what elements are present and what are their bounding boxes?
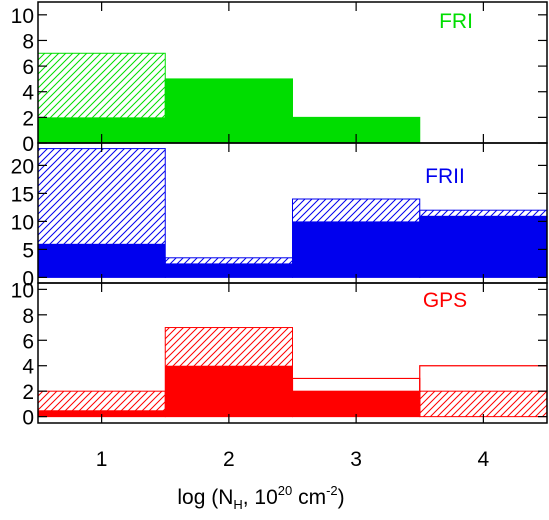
x-axis-title-sup2: -2 bbox=[326, 483, 338, 498]
y-tick-label-frii-10: 10 bbox=[11, 211, 34, 234]
x-axis-title-unit: cm bbox=[292, 486, 326, 509]
y-tick-label-frii-5: 5 bbox=[22, 239, 34, 262]
bar-gps-outline-4 bbox=[419, 365, 547, 417]
y-tick-label-fri-6: 6 bbox=[22, 56, 34, 79]
panel-fri-bars bbox=[38, 52, 421, 143]
panel-label-fri: FRI bbox=[439, 10, 473, 33]
y-tick-label-frii-20: 20 bbox=[11, 155, 34, 178]
y-tick-label-fri-8: 8 bbox=[22, 30, 34, 53]
x-tick-label-4: 4 bbox=[478, 448, 490, 471]
y-tick-label-fri-10: 10 bbox=[11, 5, 34, 28]
y-tick-label-gps-6: 6 bbox=[22, 330, 34, 353]
x-tick-label-3: 3 bbox=[350, 448, 362, 471]
bar-gps-solid-2 bbox=[165, 365, 293, 417]
y-tick-label-frii-15: 15 bbox=[11, 183, 34, 206]
bar-gps-solid-1 bbox=[38, 410, 166, 417]
y-tick-label-gps-4: 4 bbox=[22, 356, 34, 379]
x-axis-title-sub: H bbox=[233, 497, 242, 512]
x-tick-label-2: 2 bbox=[223, 448, 235, 471]
panel-label-gps: GPS bbox=[423, 289, 467, 312]
bar-gps-solid-3 bbox=[292, 391, 420, 417]
y-tick-label-fri-2: 2 bbox=[22, 107, 34, 130]
panel-gps-frame bbox=[37, 282, 548, 424]
x-axis-title-suffix: ) bbox=[338, 486, 345, 509]
x-axis-title-prefix: log (N bbox=[177, 486, 233, 509]
x-tick-label-1: 1 bbox=[96, 448, 108, 471]
panel-gps-bars bbox=[38, 327, 547, 418]
bar-frii-solid-3 bbox=[292, 221, 420, 278]
y-tick-label-gps-8: 8 bbox=[22, 305, 34, 328]
bar-fri-solid-2 bbox=[165, 78, 293, 143]
y-tick-label-gps-0: 0 bbox=[22, 407, 34, 430]
y-tick-label-gps-2: 2 bbox=[22, 381, 34, 404]
bar-frii-solid-2 bbox=[165, 263, 293, 278]
y-tick-label-gps-10: 10 bbox=[11, 279, 34, 302]
y-tick-label-fri-0: 0 bbox=[22, 133, 34, 156]
bar-gps-hatched-4 bbox=[419, 390, 547, 418]
x-axis-title-middle: , 10 bbox=[243, 486, 278, 509]
y-tick-label-fri-4: 4 bbox=[22, 82, 34, 105]
y-tick-label-frii-0: 0 bbox=[22, 267, 34, 290]
bar-frii-solid-4 bbox=[419, 215, 547, 278]
bar-frii-solid-1 bbox=[38, 243, 166, 278]
panel-frii-bars bbox=[38, 148, 547, 278]
x-axis-title-sup1: 20 bbox=[278, 483, 292, 498]
x-axis-title: log (NH, 1020 cm-2) bbox=[177, 483, 344, 512]
panel-label-frii: FRII bbox=[425, 165, 465, 188]
